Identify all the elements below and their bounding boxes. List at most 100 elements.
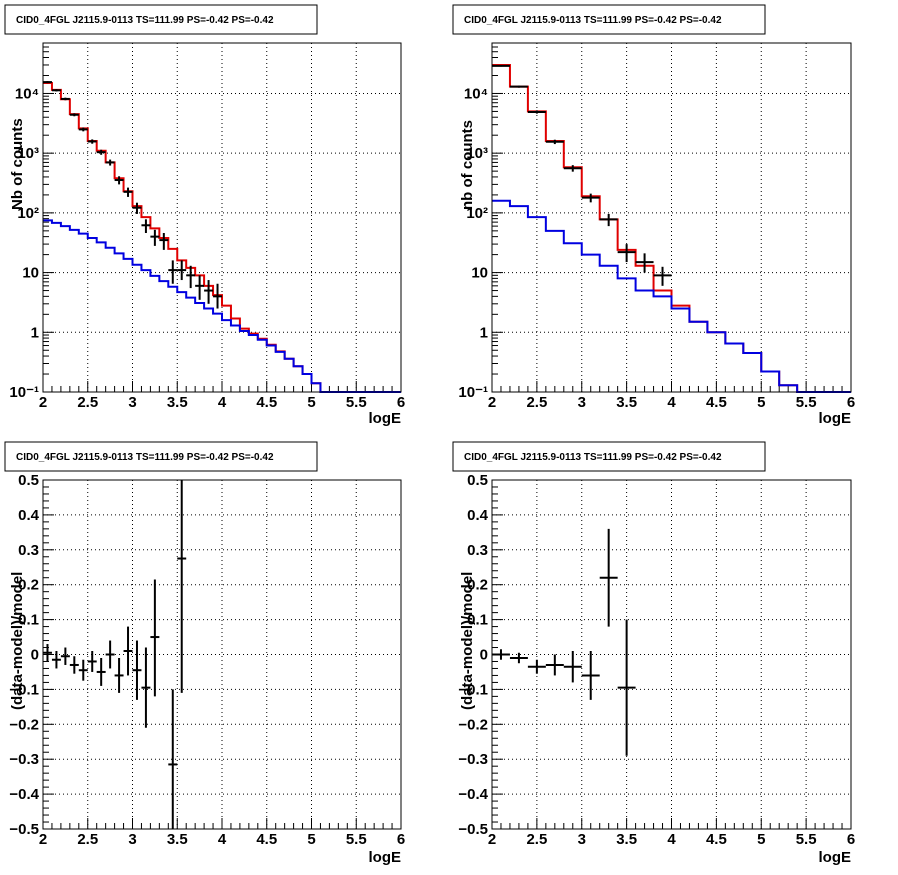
data-point bbox=[509, 652, 528, 664]
data-point bbox=[87, 139, 97, 144]
data-point bbox=[78, 659, 88, 681]
data-point bbox=[150, 229, 160, 246]
y-tick-label: 0.3 bbox=[18, 542, 39, 559]
panel-counts-right: CID0_4FGL J2115.9-0113 TS=111.99 PS=-0.4… bbox=[452, 4, 855, 427]
y-tick-label: 10² bbox=[17, 205, 39, 222]
data-point bbox=[177, 480, 187, 693]
y-tick-label: −0.5 bbox=[458, 821, 488, 838]
y-tick-label: 10⁴ bbox=[464, 85, 488, 102]
panel-counts-left: CID0_4FGL J2115.9-0113 TS=111.99 PS=-0.4… bbox=[4, 4, 405, 427]
x-tick-label: 6 bbox=[397, 831, 405, 848]
x-tick-label: 2.5 bbox=[77, 394, 98, 411]
x-tick-label: 2 bbox=[488, 394, 496, 411]
x-tick-label: 6 bbox=[847, 394, 855, 411]
x-tick-label: 2 bbox=[39, 394, 47, 411]
data-point bbox=[96, 149, 106, 155]
data-point bbox=[599, 528, 618, 627]
title-box bbox=[452, 441, 766, 472]
x-tick-label: 4.5 bbox=[256, 394, 277, 411]
x-tick-label: 5.5 bbox=[796, 831, 817, 848]
plot-area: 2 2.5 3 3.5 4 4.5 5 5.5 6 10⁻¹ 1 10 10² 10³ 10⁴ bbox=[9, 42, 405, 411]
data-point bbox=[599, 213, 618, 227]
x-axis-title: logE bbox=[369, 410, 402, 427]
data-point bbox=[69, 113, 79, 117]
data-point bbox=[545, 654, 564, 676]
data-point bbox=[132, 640, 142, 700]
x-tick-label: 4.5 bbox=[706, 831, 727, 848]
x-tick-label: 2.5 bbox=[77, 831, 98, 848]
data-point bbox=[43, 81, 52, 84]
plot-area: 2 2.5 3 3.5 4 4.5 5 5.5 6 −0.5 −0.4 −0.3 −0.2 −0.1 0 0.… bbox=[9, 472, 405, 848]
x-tick-label: 5.5 bbox=[796, 394, 817, 411]
x-tick-label: 3 bbox=[128, 394, 136, 411]
data-point bbox=[51, 651, 61, 669]
y-tick-label: 0.3 bbox=[467, 542, 488, 559]
y-tick-label: 0.5 bbox=[467, 472, 488, 489]
y-axis-title: Nb of counts bbox=[9, 118, 26, 210]
x-tick-label: 3 bbox=[578, 831, 586, 848]
y-tick-label: 0.2 bbox=[467, 577, 488, 594]
x-tick-label: 5.5 bbox=[346, 831, 367, 848]
chart-title: CID0_4FGL J2115.9-0113 TS=111.99 PS=-0.4… bbox=[464, 452, 722, 463]
y-tick-label: −0.4 bbox=[458, 786, 488, 803]
y-tick-label: −0.1 bbox=[9, 681, 39, 698]
data-point bbox=[105, 159, 115, 166]
data-point bbox=[141, 219, 151, 234]
x-tick-label: 3.5 bbox=[616, 394, 637, 411]
data-point bbox=[60, 97, 70, 101]
data-point bbox=[204, 280, 214, 304]
x-tick-label: 4 bbox=[218, 394, 227, 411]
data-point bbox=[617, 244, 636, 263]
data-point bbox=[177, 260, 187, 281]
y-tick-label: 10² bbox=[466, 205, 488, 222]
y-tick-label: 0.4 bbox=[18, 507, 40, 524]
x-tick-label: 3 bbox=[128, 831, 136, 848]
x-axis-title: logE bbox=[819, 410, 852, 427]
data-point bbox=[213, 283, 222, 309]
y-tick-label: 10⁻¹ bbox=[9, 384, 39, 401]
series-model_source bbox=[43, 219, 401, 393]
data-point bbox=[617, 619, 636, 756]
y-tick-label: 0.5 bbox=[18, 472, 39, 489]
x-tick-label: 3.5 bbox=[616, 831, 637, 848]
series-model_source bbox=[492, 199, 851, 393]
data-point bbox=[492, 64, 510, 67]
x-tick-label: 6 bbox=[847, 831, 855, 848]
x-tick-label: 3.5 bbox=[167, 394, 188, 411]
title-box bbox=[4, 441, 318, 472]
y-tick-label: 0.2 bbox=[18, 577, 39, 594]
data-point bbox=[186, 265, 196, 289]
plot-frame bbox=[42, 42, 402, 393]
data-point bbox=[563, 651, 582, 683]
data-point bbox=[114, 176, 124, 185]
data-point bbox=[545, 139, 564, 145]
data-point bbox=[581, 651, 600, 700]
panel-residuals-right: CID0_4FGL J2115.9-0113 TS=111.99 PS=-0.4… bbox=[452, 441, 855, 866]
data-point bbox=[43, 644, 52, 662]
plot-area: 2 2.5 3 3.5 4 4.5 5 5.5 6 10⁻¹ 1 10 10² 10³ 10⁴ bbox=[458, 42, 855, 411]
x-tick-label: 5 bbox=[757, 831, 765, 848]
plot-frame bbox=[42, 479, 402, 830]
data-point bbox=[123, 626, 133, 676]
x-tick-label: 2.5 bbox=[526, 831, 547, 848]
y-tick-label: 0.1 bbox=[18, 612, 39, 629]
x-tick-label: 3.5 bbox=[167, 831, 188, 848]
y-tick-label: 1 bbox=[31, 324, 39, 341]
y-tick-label: 10⁴ bbox=[15, 85, 39, 102]
chart-title: CID0_4FGL J2115.9-0113 TS=111.99 PS=-0.4… bbox=[16, 15, 274, 26]
y-tick-label: 0.1 bbox=[467, 612, 488, 629]
panel-residuals-left: CID0_4FGL J2115.9-0113 TS=111.99 PS=-0.4… bbox=[4, 441, 405, 866]
x-tick-label: 2 bbox=[488, 831, 496, 848]
data-point bbox=[581, 193, 600, 203]
data-point bbox=[96, 657, 106, 686]
y-tick-label: −0.3 bbox=[458, 751, 488, 768]
y-tick-label: 10⁻¹ bbox=[458, 384, 488, 401]
data-point bbox=[78, 127, 88, 132]
data-point bbox=[527, 110, 546, 114]
data-point bbox=[60, 647, 70, 665]
y-axis-title: nb of counts bbox=[459, 120, 476, 210]
y-tick-label: −0.1 bbox=[458, 681, 488, 698]
plot-frame bbox=[491, 479, 852, 830]
y-tick-label: 0 bbox=[31, 647, 39, 664]
data-point bbox=[114, 657, 124, 693]
